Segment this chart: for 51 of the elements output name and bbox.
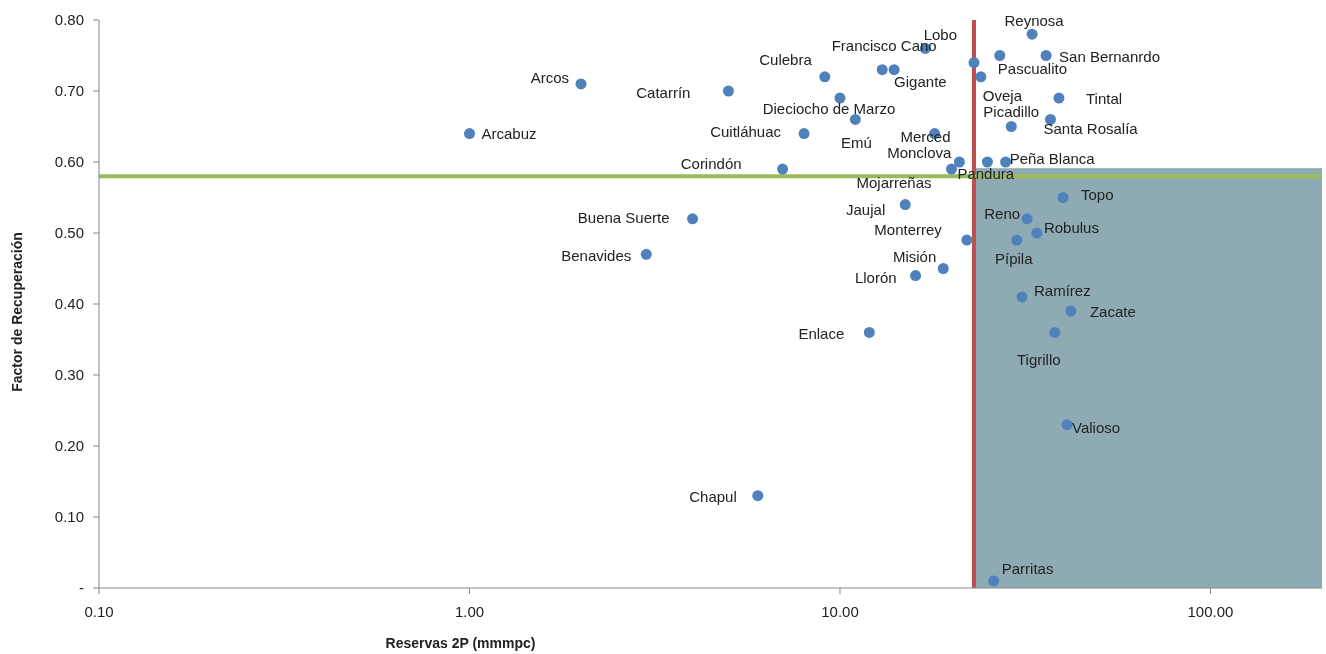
annotation: Peña Blanca bbox=[1009, 150, 1096, 168]
x-tick-label: 10.00 bbox=[821, 603, 859, 620]
annotation: Monterrey bbox=[874, 221, 943, 239]
annotation: Misión bbox=[892, 247, 937, 265]
x-tick-label: 0.10 bbox=[84, 603, 114, 620]
annotation: Oveja bbox=[982, 87, 1023, 105]
annotation: Zacate bbox=[1089, 303, 1136, 321]
y-tick-label: 0.80 bbox=[54, 11, 84, 29]
annotation: Tintal bbox=[1085, 90, 1123, 108]
annotation: Culebra bbox=[759, 51, 813, 69]
annotation: Ramírez bbox=[1034, 282, 1091, 300]
annotation: Parritas bbox=[1001, 560, 1054, 578]
annotation: Jaujal bbox=[846, 200, 886, 218]
annotation: Gigante bbox=[894, 72, 947, 90]
annotation: Reno bbox=[984, 205, 1021, 223]
annotation: Topo bbox=[1081, 185, 1114, 203]
y-tick-label: - bbox=[79, 579, 84, 597]
y-tick-label: 0.50 bbox=[54, 224, 84, 242]
annotation: Pípila bbox=[994, 250, 1034, 268]
annotation: Emú bbox=[840, 133, 872, 151]
annotation: Corindón bbox=[680, 155, 742, 173]
annotation: Arcabuz bbox=[481, 124, 537, 142]
x-tick-label: 100.00 bbox=[1187, 603, 1234, 620]
y-tick-label: 0.40 bbox=[54, 295, 84, 313]
annotation: Merced bbox=[900, 127, 951, 145]
y-tick-label: 0.10 bbox=[54, 508, 84, 526]
annotation: Buena Suerte bbox=[577, 209, 670, 227]
y-tick-label: 0.30 bbox=[54, 366, 84, 384]
annotation: Valioso bbox=[1072, 418, 1121, 436]
y-tick-label: 0.60 bbox=[54, 153, 84, 171]
y-tick-label: 0.20 bbox=[54, 437, 84, 455]
annotation: Robulus bbox=[1043, 219, 1099, 237]
annotation: Chapul bbox=[689, 487, 737, 505]
x-axis-title: Reservas 2P (mmmpc) bbox=[385, 635, 536, 651]
y-tick-label: 0.70 bbox=[54, 82, 84, 100]
annotation: Cuitláhuac bbox=[710, 122, 782, 140]
annotation: Reynosa bbox=[1004, 12, 1065, 30]
annotation: Mojarreñas bbox=[856, 174, 932, 192]
annotation: Llorón bbox=[854, 268, 897, 286]
annotation: Tigrillo bbox=[1016, 350, 1061, 368]
annotation: Pandura bbox=[957, 165, 1015, 183]
y-axis-title: Factor de Recuperación bbox=[9, 232, 25, 392]
annotation: Enlace bbox=[798, 324, 845, 342]
annotation: Catarrín bbox=[636, 84, 691, 102]
annotation: San Bernanrdo bbox=[1059, 47, 1160, 65]
annotation: Arcos bbox=[530, 69, 570, 87]
annotation: Benavides bbox=[561, 246, 632, 264]
annotation: Dieciocho de Marzo bbox=[762, 100, 896, 118]
x-tick-label: 1.00 bbox=[454, 603, 485, 620]
annotation: Santa Rosalía bbox=[1043, 119, 1139, 137]
annotation: Monclova bbox=[887, 144, 953, 162]
